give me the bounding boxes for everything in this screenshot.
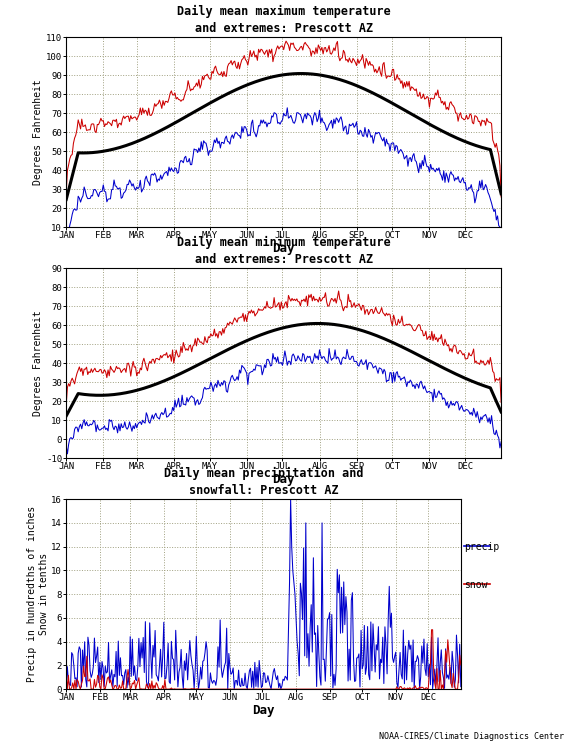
Text: NOAA-CIRES/Climate Diagnostics Center: NOAA-CIRES/Climate Diagnostics Center: [380, 732, 564, 741]
Y-axis label: Precip in hundredths of inches
Snow in tenths: Precip in hundredths of inches Snow in t…: [27, 506, 48, 682]
Title: Daily mean minimum temperature
and extremes: Prescott AZ: Daily mean minimum temperature and extre…: [177, 235, 391, 266]
Y-axis label: Degrees Fahrenheit: Degrees Fahrenheit: [33, 311, 43, 416]
Title: Daily mean precipitation and
snowfall: Prescott AZ: Daily mean precipitation and snowfall: P…: [164, 466, 363, 497]
X-axis label: Day: Day: [252, 704, 275, 717]
X-axis label: Day: Day: [272, 473, 295, 486]
Text: snow: snow: [464, 580, 487, 590]
Text: precip: precip: [464, 542, 499, 552]
X-axis label: Day: Day: [272, 242, 295, 255]
Title: Daily mean maximum temperature
and extremes: Prescott AZ: Daily mean maximum temperature and extre…: [177, 4, 391, 35]
Y-axis label: Degrees Fahrenheit: Degrees Fahrenheit: [33, 80, 43, 185]
